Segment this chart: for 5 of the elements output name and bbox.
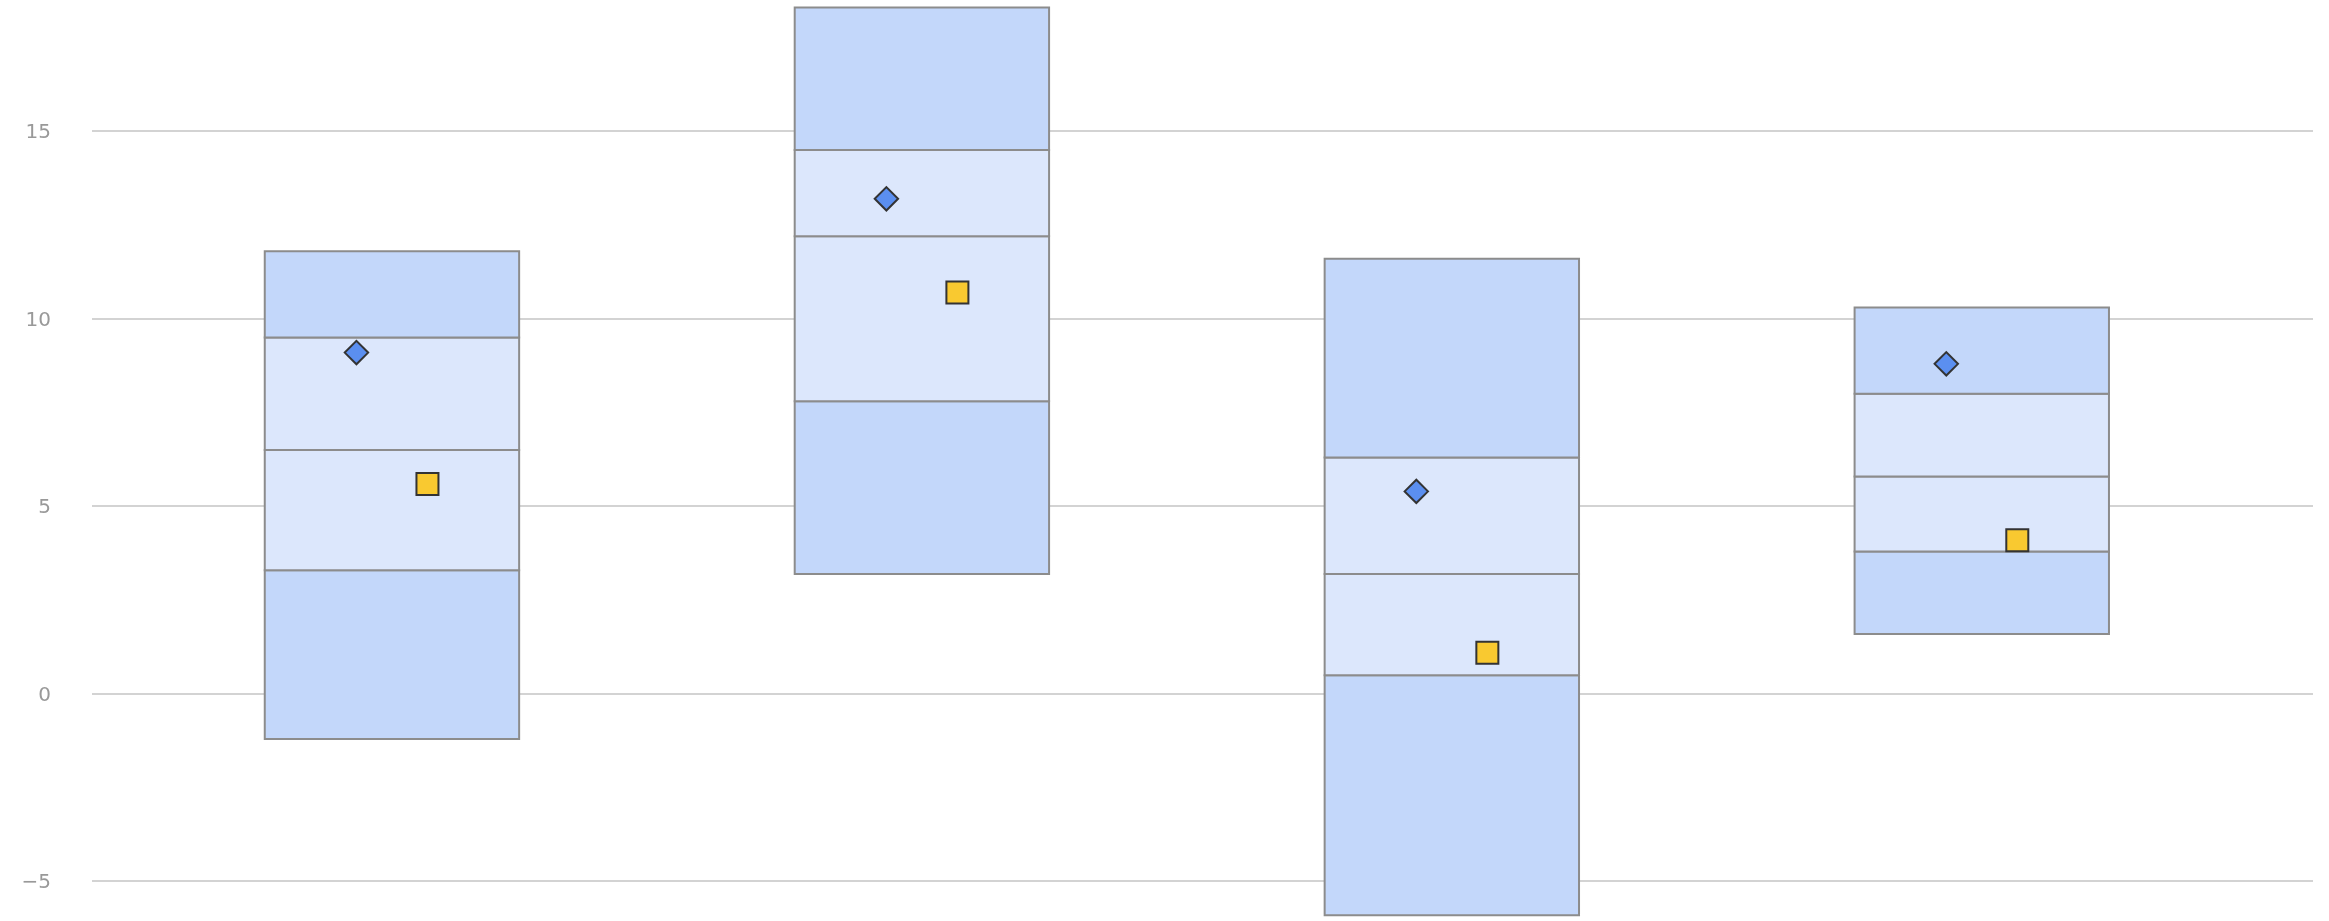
y-tick-label: 10 [25, 306, 51, 331]
y-tick-label: 15 [25, 119, 51, 144]
y-tick-label: 0 [38, 681, 51, 706]
y-tick-label: −5 [21, 869, 51, 894]
y-tick-label: 5 [38, 494, 51, 519]
